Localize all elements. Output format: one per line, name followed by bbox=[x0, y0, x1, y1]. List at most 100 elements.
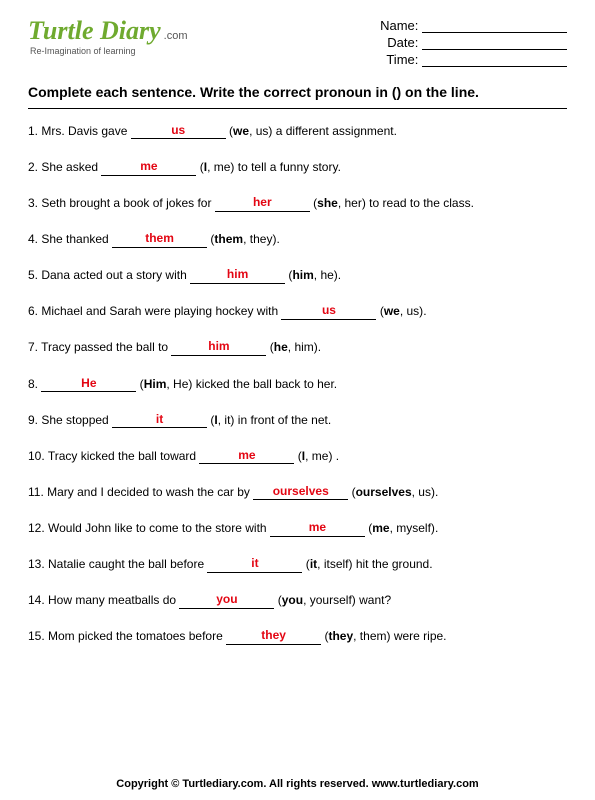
answer-blank[interactable]: He bbox=[41, 376, 136, 393]
answer-blank[interactable]: it bbox=[112, 412, 207, 429]
answer-blank[interactable]: him bbox=[171, 339, 266, 356]
answer-blank[interactable]: us bbox=[281, 303, 376, 320]
question-post-text: . bbox=[338, 268, 341, 282]
options: (him, he) bbox=[285, 268, 338, 282]
options: (we, us) bbox=[226, 124, 273, 138]
options: (I, me) bbox=[294, 449, 332, 463]
answer-blank[interactable]: him bbox=[190, 267, 285, 284]
question-pre-text: Natalie caught the ball before bbox=[48, 557, 207, 571]
name-line[interactable] bbox=[422, 21, 567, 33]
options: (I, it) bbox=[207, 413, 234, 427]
answer-blank[interactable]: them bbox=[112, 231, 207, 248]
date-line[interactable] bbox=[422, 38, 567, 50]
question-number: 8. bbox=[28, 377, 41, 391]
question-post-text: . bbox=[332, 449, 339, 463]
options: (me, myself) bbox=[365, 521, 435, 535]
answer-blank[interactable]: ourselves bbox=[253, 484, 348, 501]
question-number: 2. bbox=[28, 160, 41, 174]
student-info: Name: Date: Time: bbox=[380, 18, 567, 69]
answer-text: they bbox=[261, 628, 286, 642]
options: (they, them) bbox=[321, 629, 390, 643]
question-pre-text: She thanked bbox=[41, 232, 112, 246]
answer-text: him bbox=[227, 267, 248, 281]
question-post-text: hit the ground. bbox=[353, 557, 433, 571]
header: Turtle Diary.com Re-Imagination of learn… bbox=[28, 18, 567, 69]
question-pre-text: Would John like to come to the store wit… bbox=[48, 521, 270, 535]
question-number: 14. bbox=[28, 593, 48, 607]
question-row: 12. Would John like to come to the store… bbox=[28, 520, 567, 537]
question-number: 7. bbox=[28, 340, 41, 354]
answer-blank[interactable]: us bbox=[131, 123, 226, 140]
question-row: 10. Tracy kicked the ball toward me (I, … bbox=[28, 448, 567, 465]
question-number: 11. bbox=[28, 485, 47, 499]
answer-text: us bbox=[171, 123, 185, 137]
options: (he, him) bbox=[266, 340, 317, 354]
answer-blank[interactable]: they bbox=[226, 628, 321, 645]
options: (Him, He) bbox=[136, 377, 192, 391]
answer-blank[interactable]: me bbox=[199, 448, 294, 465]
question-row: 4. She thanked them (them, they). bbox=[28, 231, 567, 248]
question-number: 6. bbox=[28, 304, 41, 318]
time-line[interactable] bbox=[422, 55, 567, 67]
question-pre-text: Michael and Sarah were playing hockey wi… bbox=[41, 304, 281, 318]
question-post-text: were ripe. bbox=[390, 629, 446, 643]
question-pre-text: Seth brought a book of jokes for bbox=[41, 196, 214, 210]
question-number: 13. bbox=[28, 557, 48, 571]
question-number: 15. bbox=[28, 629, 48, 643]
answer-text: her bbox=[253, 195, 272, 209]
answer-text: them bbox=[145, 231, 174, 245]
answer-text: ourselves bbox=[273, 484, 329, 498]
question-post-text: . bbox=[276, 232, 279, 246]
logo-main: Turtle Diary bbox=[28, 16, 161, 45]
question-post-text: . bbox=[423, 304, 426, 318]
divider bbox=[28, 108, 567, 109]
answer-text: you bbox=[216, 592, 237, 606]
question-post-text: . bbox=[435, 521, 438, 535]
question-post-text: to read to the class. bbox=[366, 196, 474, 210]
answer-blank[interactable]: her bbox=[215, 195, 310, 212]
name-label: Name: bbox=[380, 18, 418, 33]
answer-blank[interactable]: me bbox=[101, 159, 196, 176]
question-number: 4. bbox=[28, 232, 41, 246]
question-pre-text: She stopped bbox=[41, 413, 112, 427]
question-row: 14. How many meatballs do you (you, your… bbox=[28, 592, 567, 609]
answer-text: me bbox=[238, 448, 255, 462]
options: (she, her) bbox=[310, 196, 366, 210]
answer-text: He bbox=[81, 376, 96, 390]
instructions: Complete each sentence. Write the correc… bbox=[28, 83, 567, 102]
answer-text: it bbox=[156, 412, 163, 426]
question-row: 1. Mrs. Davis gave us (we, us) a differe… bbox=[28, 123, 567, 140]
question-number: 3. bbox=[28, 196, 41, 210]
options: (you, yourself) bbox=[274, 593, 355, 607]
question-list: 1. Mrs. Davis gave us (we, us) a differe… bbox=[28, 123, 567, 645]
question-post-text: a different assignment. bbox=[272, 124, 397, 138]
question-row: 2. She asked me (I, me) to tell a funny … bbox=[28, 159, 567, 176]
question-post-text: want? bbox=[356, 593, 391, 607]
question-pre-text: Mrs. Davis gave bbox=[41, 124, 130, 138]
footer: Copyright © Turtlediary.com. All rights … bbox=[0, 778, 595, 790]
question-pre-text: Tracy kicked the ball toward bbox=[48, 449, 200, 463]
answer-text: us bbox=[322, 303, 336, 317]
answer-text: me bbox=[309, 520, 326, 534]
question-number: 10. bbox=[28, 449, 48, 463]
question-row: 6. Michael and Sarah were playing hockey… bbox=[28, 303, 567, 320]
question-row: 15. Mom picked the tomatoes before they … bbox=[28, 628, 567, 645]
question-row: 9. She stopped it (I, it) in front of th… bbox=[28, 412, 567, 429]
answer-blank[interactable]: you bbox=[179, 592, 274, 609]
options: (I, me) bbox=[196, 160, 234, 174]
answer-blank[interactable]: it bbox=[207, 556, 302, 573]
question-number: 5. bbox=[28, 268, 41, 282]
question-pre-text: How many meatballs do bbox=[48, 593, 179, 607]
answer-text: it bbox=[251, 556, 258, 570]
question-row: 13. Natalie caught the ball before it (i… bbox=[28, 556, 567, 573]
question-pre-text: Mary and I decided to wash the car by bbox=[47, 485, 253, 499]
question-row: 8. He (Him, He) kicked the ball back to … bbox=[28, 376, 567, 393]
question-post-text: . bbox=[318, 340, 321, 354]
question-number: 1. bbox=[28, 124, 41, 138]
answer-text: me bbox=[140, 159, 157, 173]
question-pre-text: Dana acted out a story with bbox=[41, 268, 190, 282]
answer-blank[interactable]: me bbox=[270, 520, 365, 537]
options: (it, itself) bbox=[302, 557, 352, 571]
question-pre-text: She asked bbox=[41, 160, 101, 174]
time-label: Time: bbox=[386, 52, 418, 67]
